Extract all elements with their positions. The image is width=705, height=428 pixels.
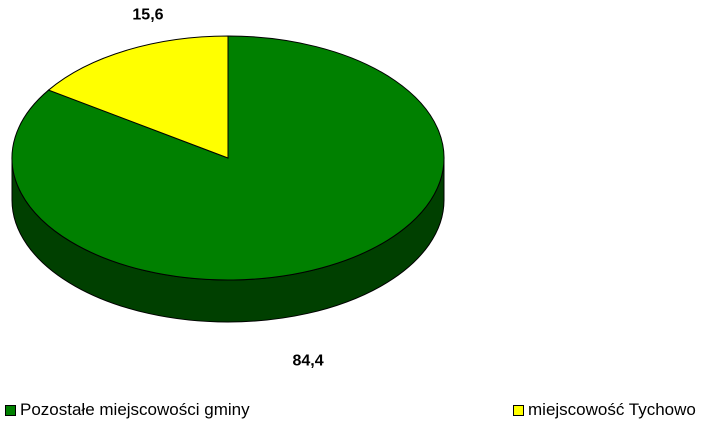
- pie-tops: [11, 35, 445, 281]
- data-label-0: 84,4: [292, 353, 323, 370]
- legend: Pozostałe miejscowości gminy miejscowość…: [0, 400, 705, 424]
- legend-label-pozostale: Pozostałe miejscowości gminy: [20, 400, 250, 419]
- data-label-1: 15,6: [132, 6, 163, 23]
- legend-item-tychowo: miejscowość Tychowo: [513, 400, 696, 420]
- pie-labels: 84,4 15,6: [132, 6, 323, 369]
- legend-swatch-green: [5, 404, 16, 416]
- legend-swatch-yellow: [513, 404, 524, 416]
- legend-item-pozostale: Pozostałe miejscowości gminy: [5, 400, 250, 420]
- legend-label-tychowo: miejscowość Tychowo: [528, 400, 696, 419]
- pie-slice-1: [47, 35, 229, 159]
